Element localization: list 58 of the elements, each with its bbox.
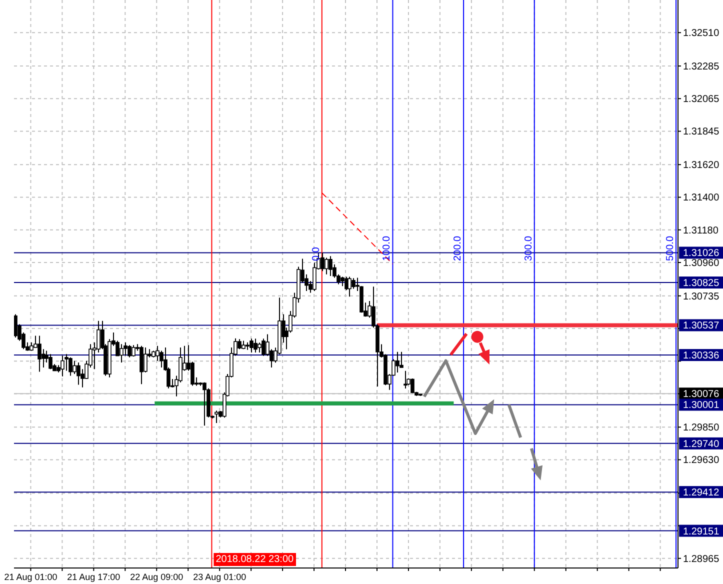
candlestick xyxy=(352,278,356,290)
candlestick xyxy=(258,342,262,354)
ref-line-label: 2018.08.22 23:00 xyxy=(216,554,294,565)
y-tick-label: 1.31400 xyxy=(683,192,720,204)
x-tick-label: 21 Aug 17:00 xyxy=(67,572,120,582)
y-tick-label: 1.31845 xyxy=(683,126,720,138)
candlestick xyxy=(254,338,258,354)
candlestick xyxy=(132,344,136,358)
ref-line-label: 1.30076 xyxy=(683,389,720,400)
candlestick xyxy=(160,350,164,368)
x-tick-label: 21 Aug 01:00 xyxy=(4,572,58,582)
candlestick xyxy=(38,335,42,372)
candlestick xyxy=(404,370,408,390)
y-tick-label: 1.29630 xyxy=(683,455,720,466)
candlestick xyxy=(68,356,72,376)
candlestick xyxy=(202,382,206,426)
ref-line-label: 1.30001 xyxy=(683,400,720,412)
ref-line-label: 1.30825 xyxy=(683,278,720,290)
ref-line-label: 1.30336 xyxy=(683,350,720,362)
annotation: 0.0 xyxy=(310,246,322,262)
candlestick xyxy=(214,410,218,424)
y-tick-label: 1.31180 xyxy=(683,225,719,236)
x-tick-label: 23 Aug 01:00 xyxy=(193,572,246,582)
y-tick-label: 1.28965 xyxy=(683,554,720,565)
candlestick xyxy=(120,344,124,363)
candlestick xyxy=(328,256,332,276)
annotation: 200.0 xyxy=(452,236,464,262)
candlestick xyxy=(72,360,76,375)
candlestick xyxy=(76,362,80,386)
candlestick xyxy=(14,314,18,338)
y-tick-label: 1.31620 xyxy=(683,160,720,172)
candlestick xyxy=(410,378,414,394)
candlestick xyxy=(324,257,328,275)
annotation: 300.0 xyxy=(523,236,534,262)
candlestick xyxy=(144,346,148,373)
candlestick xyxy=(250,338,254,354)
ref-line-label: 1.30537 xyxy=(683,320,720,332)
y-tick-label: 1.32065 xyxy=(683,94,720,106)
x-tick-label: 22 Aug 09:00 xyxy=(130,572,184,582)
candlestick xyxy=(60,355,64,377)
candlestick xyxy=(340,276,344,287)
ref-line-label: 1.31026 xyxy=(683,248,720,260)
y-tick-label: 1.32285 xyxy=(683,61,720,72)
annotation: 500.0 xyxy=(665,236,676,262)
ref-line-label: 1.29740 xyxy=(683,438,720,450)
candlestick xyxy=(48,354,52,370)
candlestick xyxy=(262,338,266,356)
y-tick-label: 1.29850 xyxy=(683,422,720,434)
ref-line-label: 1.29151 xyxy=(683,526,720,538)
candlestick xyxy=(320,252,324,272)
candlestick xyxy=(396,351,400,374)
ref-line-label: 1.29412 xyxy=(683,488,720,499)
y-tick-label: 1.30960 xyxy=(683,258,720,269)
y-tick-label: 1.32510 xyxy=(683,28,720,40)
y-tick-label: 1.30735 xyxy=(683,291,720,302)
annotation: 100.0 xyxy=(382,236,393,262)
candlestick xyxy=(128,344,132,358)
candlestick xyxy=(348,276,352,298)
